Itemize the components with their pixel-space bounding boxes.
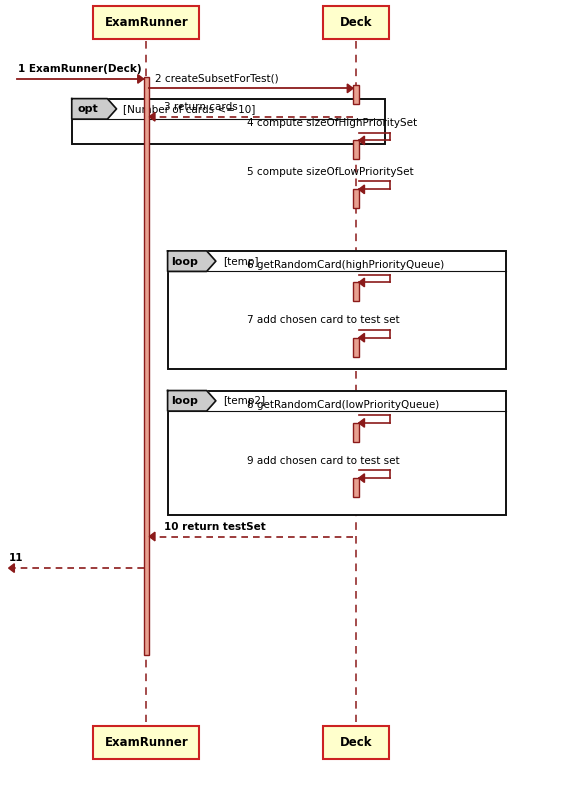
Polygon shape — [359, 279, 364, 287]
Text: 4 compute sizeOfHighPrioritySet: 4 compute sizeOfHighPrioritySet — [247, 118, 417, 128]
Polygon shape — [359, 185, 364, 193]
Text: [temp2]: [temp2] — [223, 396, 265, 406]
Polygon shape — [359, 333, 364, 342]
Text: 5 compute sizeOfLowPrioritySet: 5 compute sizeOfLowPrioritySet — [247, 166, 413, 177]
Bar — [93, 726, 200, 759]
Bar — [353, 423, 359, 442]
Bar — [353, 189, 359, 208]
Text: ExamRunner: ExamRunner — [104, 736, 188, 749]
Polygon shape — [168, 391, 216, 411]
Text: 7 add chosen card to test set: 7 add chosen card to test set — [247, 315, 400, 325]
Polygon shape — [149, 113, 155, 122]
Polygon shape — [359, 419, 364, 428]
Bar — [353, 282, 359, 301]
Bar — [168, 391, 506, 515]
Bar — [168, 251, 506, 369]
Text: 3 return cards: 3 return cards — [164, 102, 237, 112]
Bar — [353, 140, 359, 159]
Polygon shape — [149, 533, 155, 541]
Text: ExamRunner: ExamRunner — [104, 17, 188, 29]
Text: loop: loop — [172, 396, 198, 406]
Bar — [144, 77, 149, 655]
Text: 6 getRandomCard(highPriorityQueue): 6 getRandomCard(highPriorityQueue) — [247, 260, 444, 270]
Bar — [72, 99, 385, 144]
Text: [Number of cards <= 10]: [Number of cards <= 10] — [123, 104, 256, 114]
Bar — [353, 478, 359, 497]
Bar — [353, 338, 359, 357]
Bar — [353, 85, 359, 104]
Text: 9 add chosen card to test set: 9 add chosen card to test set — [247, 455, 400, 466]
Text: opt: opt — [77, 104, 98, 114]
Polygon shape — [9, 563, 14, 573]
Text: Deck: Deck — [340, 17, 372, 29]
Bar — [323, 6, 389, 39]
Text: loop: loop — [172, 256, 198, 267]
Polygon shape — [168, 251, 216, 271]
Bar — [323, 726, 389, 759]
Text: [temp]: [temp] — [223, 256, 258, 267]
Text: 2 createSubsetForTest(): 2 createSubsetForTest() — [155, 73, 278, 84]
Text: Deck: Deck — [340, 736, 372, 749]
Polygon shape — [359, 136, 364, 145]
Bar — [93, 6, 200, 39]
Polygon shape — [72, 99, 117, 119]
Text: 11: 11 — [9, 553, 24, 563]
Text: 8 getRandomCard(lowPriorityQueue): 8 getRandomCard(lowPriorityQueue) — [247, 400, 439, 410]
Polygon shape — [347, 84, 353, 93]
Polygon shape — [138, 75, 144, 84]
Text: 10 return testSet: 10 return testSet — [164, 522, 265, 532]
Polygon shape — [359, 473, 364, 482]
Text: 1 ExamRunner(Deck): 1 ExamRunner(Deck) — [18, 64, 142, 74]
